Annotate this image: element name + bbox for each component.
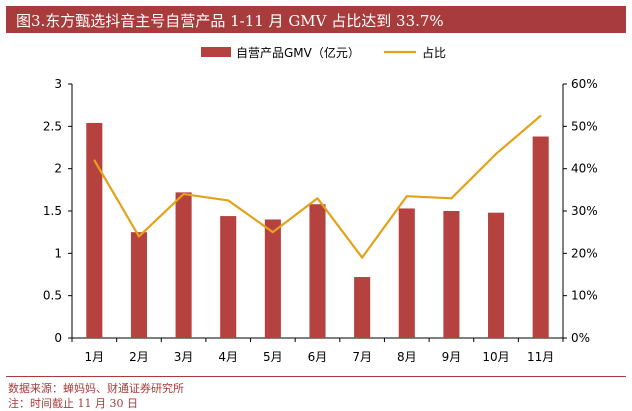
x-tick-label: 9月 bbox=[442, 350, 462, 364]
bar bbox=[264, 219, 281, 338]
bar bbox=[220, 216, 237, 338]
line-point bbox=[495, 153, 497, 155]
chart-title: 图3.东方甄选抖音主号自营产品 1-11 月 GMV 占比达到 33.7% bbox=[16, 12, 444, 30]
x-tick-label: 2月 bbox=[129, 350, 149, 364]
y-left-tick-label: 3 bbox=[54, 77, 62, 91]
line-point bbox=[272, 231, 274, 233]
y-left-tick-label: 0.5 bbox=[43, 289, 62, 303]
legend: 自营产品GMV（亿元） 占比 bbox=[201, 45, 446, 60]
bar bbox=[398, 208, 415, 338]
x-tick-label: 1月 bbox=[84, 350, 104, 364]
line-point bbox=[138, 235, 140, 238]
x-tick-label: 3月 bbox=[174, 350, 194, 364]
x-tick-label: 7月 bbox=[352, 350, 372, 364]
bar bbox=[309, 204, 326, 338]
bar-series bbox=[86, 122, 549, 339]
line-point bbox=[93, 159, 96, 161]
source-note: 数据来源：蝉妈妈、财通证券研究所 bbox=[8, 382, 184, 395]
line-point bbox=[182, 193, 185, 195]
line-point bbox=[405, 195, 408, 197]
y-right-tick-label: 20% bbox=[571, 246, 598, 260]
y-left-tick-label: 1.5 bbox=[43, 204, 62, 218]
y-right-tick-label: 0% bbox=[571, 331, 590, 345]
y-right-tick-label: 50% bbox=[571, 119, 598, 133]
footer-divider bbox=[6, 376, 626, 377]
y-right-tick-label: 10% bbox=[571, 289, 598, 303]
bar bbox=[130, 232, 147, 338]
bar bbox=[532, 136, 549, 338]
x-tick-label: 8月 bbox=[397, 350, 417, 364]
bar bbox=[488, 212, 505, 338]
x-tick-label: 6月 bbox=[308, 350, 328, 364]
axes: 00.511.522.530%10%20%30%40%50%60%1月 2月 3月 4… bbox=[43, 77, 598, 364]
line-point bbox=[316, 197, 319, 200]
legend-line-label: 占比 bbox=[422, 45, 446, 60]
y-left-tick-label: 1 bbox=[54, 246, 62, 260]
x-tick-label: 10月 bbox=[482, 350, 509, 364]
bar bbox=[86, 122, 103, 339]
y-right-tick-label: 40% bbox=[571, 162, 598, 176]
date-note: 注：时间截止 11 月 30 日 bbox=[8, 397, 138, 410]
bar bbox=[175, 192, 192, 338]
y-right-tick-label: 30% bbox=[571, 204, 598, 218]
line-point bbox=[450, 197, 453, 200]
title-bar: 图3.东方甄选抖音主号自营产品 1-11 月 GMV 占比达到 33.7% bbox=[6, 6, 626, 33]
line-point bbox=[539, 114, 542, 117]
bar bbox=[443, 211, 460, 338]
line-point bbox=[227, 199, 230, 202]
legend-bar-label: 自营产品GMV（亿元） bbox=[236, 45, 360, 60]
y-right-tick-label: 60% bbox=[571, 77, 598, 91]
y-left-tick-label: 0 bbox=[54, 331, 62, 345]
x-tick-label: 4月 bbox=[218, 350, 238, 364]
line-series bbox=[93, 114, 542, 259]
y-left-tick-label: 2 bbox=[54, 162, 62, 176]
legend-bar-swatch bbox=[201, 47, 231, 57]
line-point bbox=[361, 256, 363, 259]
x-tick-label: 11月 bbox=[527, 350, 554, 364]
bar bbox=[354, 277, 371, 338]
y-left-tick-label: 2.5 bbox=[43, 119, 62, 133]
x-tick-label: 5月 bbox=[263, 350, 283, 364]
